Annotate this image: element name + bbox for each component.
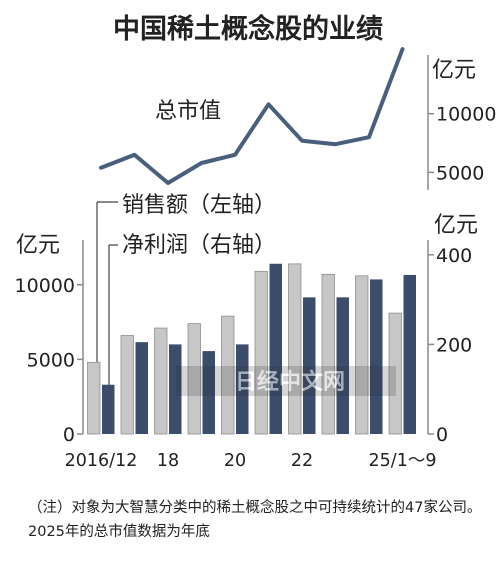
market-cap-tick-label: 10000 [436,104,496,126]
profit-bar [403,274,416,434]
sales-bar [355,275,369,435]
profit-bar [303,297,316,434]
profit-bar [135,342,148,434]
legend-sales: 销售额（左轴） [122,193,276,218]
performance-bar-chart: 亿元 亿元 0 5000 10000 0 200 400 2016/12 18 20 22 25/… [15,213,478,471]
market-cap-unit-label: 亿元 [432,58,476,83]
profit-bar [169,344,182,434]
profit-bar [370,279,383,434]
sales-bar [221,315,235,435]
left-axis-unit-label: 亿元 [16,233,60,258]
bar-axis-ticks: 0 5000 10000 0 200 400 [15,245,473,446]
sales-bar [154,327,168,435]
x-axis-tick-label: 25/1～9 [369,451,437,471]
profit-bar [236,344,249,434]
legend-profit: 净利润（右轴） [122,233,276,258]
sales-bar [288,263,302,435]
x-axis-tick-label: 2016/12 [65,451,138,471]
right-axis-tick-label: 0 [436,424,448,446]
sales-bar [388,312,402,435]
legend: 销售额（左轴） 净利润（右轴） [96,193,276,390]
sales-bar [321,273,335,435]
x-axis-labels: 2016/12 18 20 22 25/1～9 [65,451,437,471]
left-axis-tick-label: 10000 [15,275,75,297]
sales-bar [254,270,268,435]
profit-bar [202,351,215,434]
x-axis-tick-label: 18 [157,451,179,471]
profit-bar [269,263,282,434]
market-cap-ticks: 5000 10000 [428,104,496,184]
bars-group [87,263,416,435]
left-axis-tick-label: 5000 [27,349,75,371]
sales-bar [187,323,201,435]
right-axis-tick-label: 200 [436,334,472,356]
profit-bar [336,297,349,434]
sales-bar [87,361,101,435]
watermark-text: 日经中文网 [235,369,345,395]
sales-bar [120,335,134,435]
footnote: （注）对象为大智慧分类中的稀土概念股之中可持续统计的47家公司。2025年的总市… [28,500,482,540]
market-cap-series-label: 总市值 [155,99,221,124]
profit-bar [102,384,115,434]
chart-title: 中国稀土概念股的业绩 [113,13,383,45]
left-axis-tick-label: 0 [63,424,75,446]
watermark: 日经中文网 [176,366,396,396]
x-axis-tick-label: 20 [224,451,246,471]
market-cap-tick-label: 5000 [436,162,484,184]
market-cap-chart: 亿元 总市值 5000 10000 [99,47,496,190]
x-axis-tick-label: 22 [291,451,313,471]
right-axis-tick-label: 400 [436,245,472,267]
right-axis-unit-label: 亿元 [434,213,478,238]
market-cap-line [99,47,405,185]
